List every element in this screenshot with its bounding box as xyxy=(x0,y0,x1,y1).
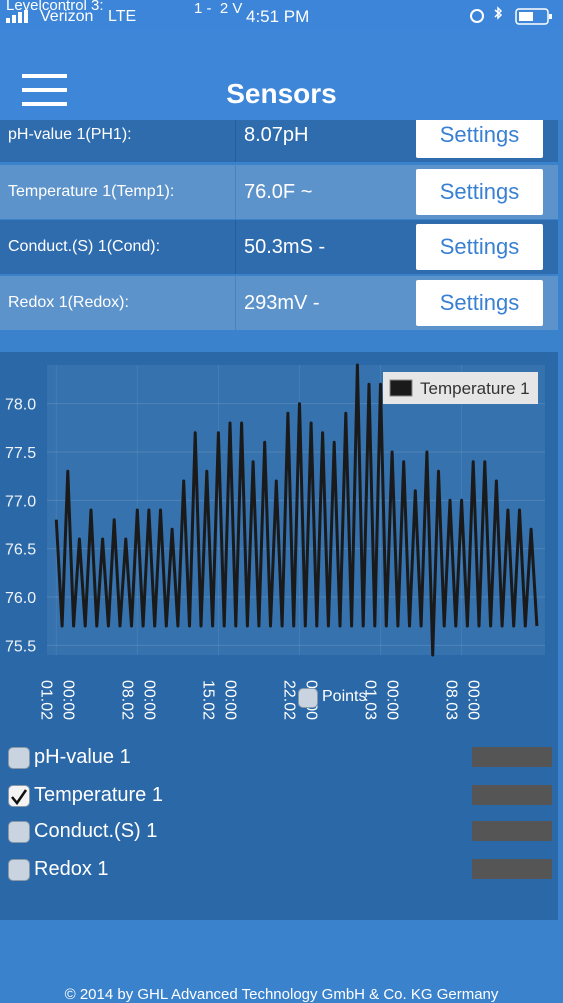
y-tick-label: 77.0 xyxy=(5,493,36,510)
sensor-row: Temperature 1(Temp1): 76.0F ~ Settings xyxy=(0,165,558,219)
channel-label: pH-value 1 xyxy=(34,746,131,768)
legend-swatch xyxy=(389,379,413,397)
menu-button[interactable] xyxy=(22,74,68,106)
sensor-value: 76.0F ~ xyxy=(244,181,313,203)
points-toggle[interactable]: Points xyxy=(298,686,378,710)
x-tick-label: 08.02 00:00 xyxy=(118,680,158,721)
status-icons xyxy=(470,6,552,25)
toggle-label: Points xyxy=(322,688,367,705)
footer: © 2014 by GHL Advanced Technology GmbH &… xyxy=(64,986,499,1003)
channel-label: Conduct.(S) 1 xyxy=(34,820,158,842)
settings-button[interactable]: Settings xyxy=(416,224,543,270)
x-tick-label: 01.02 00:00 xyxy=(37,680,77,721)
channel-label: Temperature 1 xyxy=(34,784,163,806)
color-bar xyxy=(472,785,552,805)
data-line xyxy=(54,363,539,657)
y-tick-label: 78.0 xyxy=(5,397,36,414)
y-tick-label: 76.0 xyxy=(5,590,36,607)
check-mark xyxy=(11,789,28,806)
y-tick-label: 77.5 xyxy=(5,445,36,462)
separator xyxy=(235,108,236,162)
checkbox[interactable] xyxy=(8,859,30,881)
sensor-value: 293mV - xyxy=(244,292,320,314)
page-title: Sensors xyxy=(226,78,337,109)
color-bar xyxy=(472,859,552,879)
legend-label: Temperature 1 xyxy=(420,379,530,398)
x-tick-label: 01.03 00:00 xyxy=(361,680,401,721)
clock: 4:51 PM xyxy=(246,7,310,26)
nav-bar: Sensors xyxy=(0,30,563,120)
sensor-value: 8.07pH xyxy=(244,124,309,146)
checkbox[interactable] xyxy=(8,747,30,769)
sensor-row: Conduct.(S) 1(Cond): 50.3mS - Settings xyxy=(0,220,558,274)
color-bar xyxy=(472,747,552,767)
checkbox[interactable] xyxy=(8,821,30,843)
signal-icon xyxy=(6,10,28,23)
y-tick-label: 75.5 xyxy=(5,638,36,655)
sensor-name: Conduct.(S) 1(Cond): xyxy=(8,238,161,255)
separator xyxy=(235,220,236,274)
x-tick-label: 15.02 00:00 xyxy=(199,680,239,721)
settings-button[interactable]: Settings xyxy=(416,280,543,326)
settings-button[interactable]: Settings xyxy=(416,169,543,215)
notification-text: Levelcontrol 3: xyxy=(6,0,104,14)
sensor-name: pH-value 1(PH1): xyxy=(8,126,132,143)
sensor-name: Temperature 1(Temp1): xyxy=(8,183,175,200)
separator xyxy=(235,276,236,330)
checkbox[interactable] xyxy=(298,688,318,708)
sensor-row: Redox 1(Redox): 293mV - Settings xyxy=(0,276,558,330)
y-tick-label: 76.5 xyxy=(5,542,36,559)
notification-text: 1 - 2 V xyxy=(194,0,243,17)
chart: 75.5 76.0 76.5 77.0 77.5 78.0 Temperature 1 xyxy=(5,363,545,657)
status-bar: Levelcontrol 3: Verizon LTE 1 - 2 V 4:51… xyxy=(0,0,563,30)
channel-label: Redox 1 xyxy=(34,858,109,880)
sensor-value: 50.3mS - xyxy=(244,236,326,258)
sensor-name: Redox 1(Redox): xyxy=(8,294,129,311)
carrier: Verizon xyxy=(40,8,94,25)
color-bar xyxy=(472,821,552,841)
network: LTE xyxy=(108,8,137,25)
checkbox[interactable] xyxy=(8,785,30,807)
x-tick-label: 08.03 00:00 xyxy=(442,680,482,721)
separator xyxy=(235,165,236,219)
